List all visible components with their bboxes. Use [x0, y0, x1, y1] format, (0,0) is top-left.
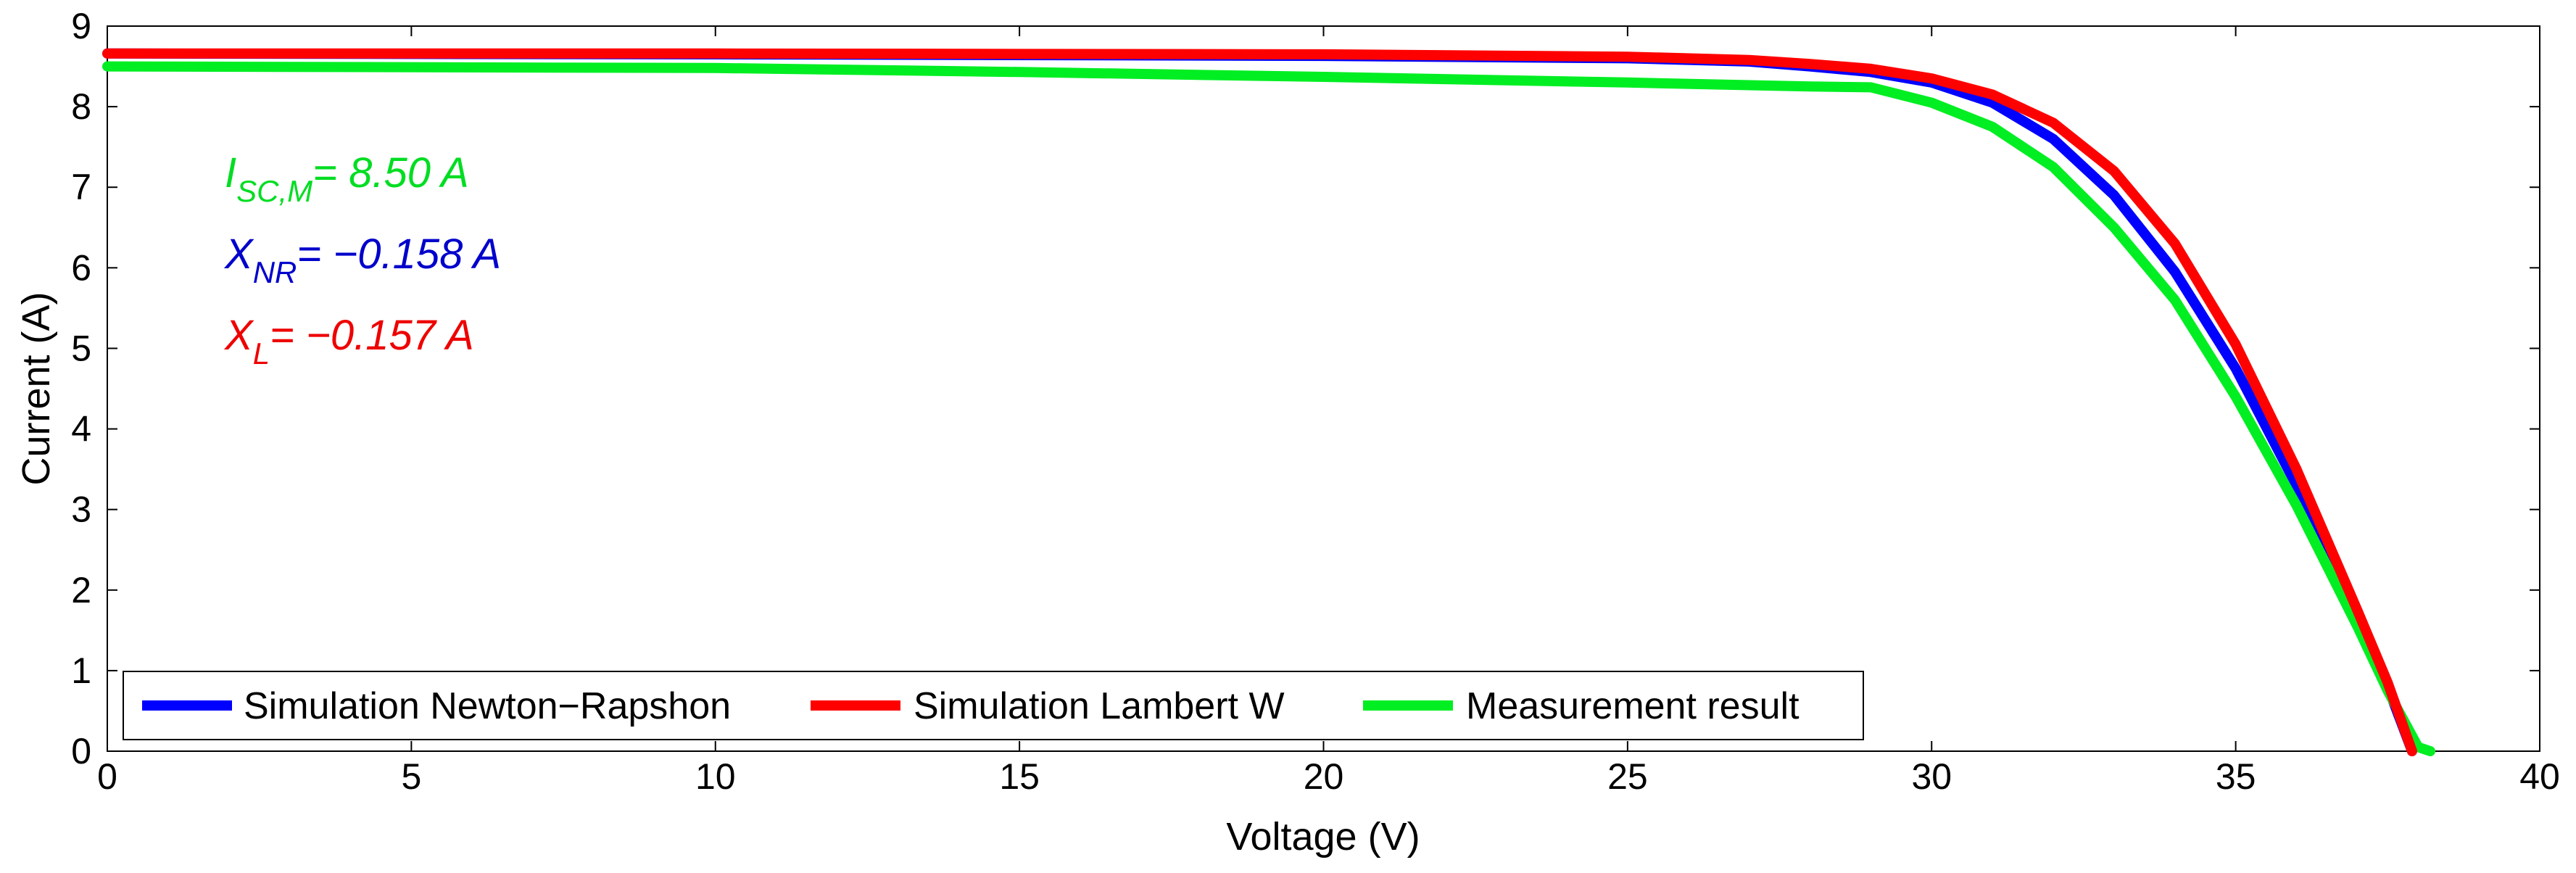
annotation-value: = 8.50 A: [312, 149, 469, 196]
annotation-symbol: X: [223, 312, 254, 359]
legend-label-0: Simulation Newton−Rapshon: [244, 685, 731, 727]
y-tick-label: 5: [71, 328, 91, 368]
y-tick-label: 3: [71, 489, 91, 530]
x-tick-label: 35: [2216, 756, 2256, 797]
y-tick-label: 9: [71, 6, 91, 46]
x-tick-label: 40: [2519, 756, 2560, 797]
legend-label-1: Simulation Lambert W: [914, 685, 1285, 727]
series-line-1: [102, 48, 2417, 756]
y-tick-label: 0: [71, 731, 91, 771]
x-tick-label: 20: [1304, 756, 1344, 797]
x-axis-title: Voltage (V): [1226, 815, 1420, 858]
x-tick-label: 25: [1607, 756, 1648, 797]
x-tick-label: 0: [97, 756, 117, 797]
annotation-subscript: NR: [253, 255, 297, 289]
legend-label-2: Measurement result: [1466, 685, 1800, 727]
y-tick-label: 2: [71, 570, 91, 611]
y-tick-label: 4: [71, 409, 91, 450]
annotation-1: XNR= −0.158 A: [223, 231, 501, 289]
x-tick-label: 5: [401, 756, 421, 797]
annotation-symbol: X: [223, 231, 254, 278]
x-tick-label: 15: [999, 756, 1040, 797]
annotation-0: ISC,M= 8.50 A: [225, 149, 469, 208]
x-tick-label: 30: [1911, 756, 1952, 797]
y-axis-ticks: 0 1 2 3 4 5 6 7 8 9: [71, 6, 2540, 771]
y-tick-label: 1: [71, 650, 91, 691]
series-layer: [102, 48, 2435, 756]
annotation-symbol: I: [225, 149, 236, 196]
series-line-2: [102, 61, 2435, 756]
y-axis-title: Current (A): [15, 291, 58, 485]
y-tick-label: 6: [71, 247, 91, 288]
annotation-subscript: L: [253, 336, 270, 371]
legend: Simulation Newton−Rapshon Simulation Lamb…: [123, 671, 1864, 740]
annotation-2: XL= −0.157 A: [223, 312, 474, 371]
x-tick-label: 10: [695, 756, 736, 797]
plot-frame: [107, 25, 2540, 752]
y-tick-label: 8: [71, 86, 91, 127]
x-axis-ticks: 0 5 10 15 20 25 30 35 40: [97, 26, 2560, 797]
annotation-value: = −0.157 A: [270, 312, 474, 359]
legend-box: [123, 671, 1864, 740]
annotation-value: = −0.158 A: [297, 231, 501, 278]
annotation-subscript: SC,M: [236, 174, 312, 208]
y-tick-label: 7: [71, 167, 91, 207]
